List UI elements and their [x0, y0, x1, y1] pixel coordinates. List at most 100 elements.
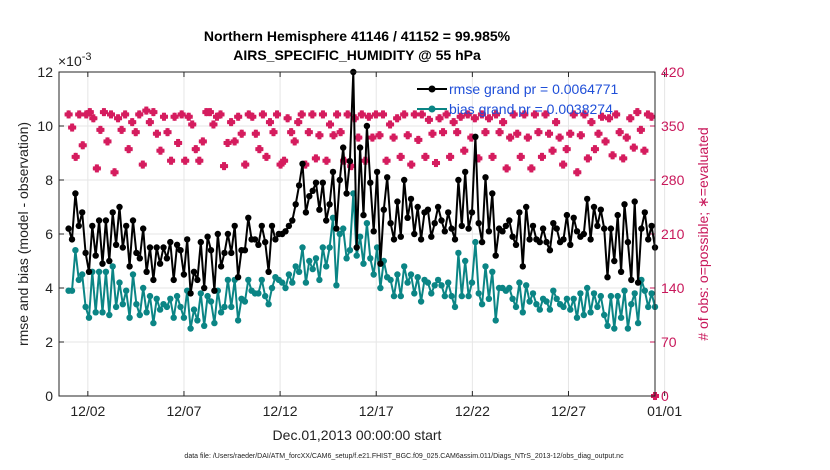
data-point-obs — [477, 110, 487, 119]
data-point-rmse — [89, 222, 96, 230]
data-point-bias — [506, 284, 513, 292]
data-point-rmse — [462, 168, 469, 176]
data-point-rmse — [214, 230, 221, 238]
data-point-bias — [404, 279, 411, 286]
data-point-bias — [485, 295, 493, 302]
data-point-rmse — [506, 217, 513, 224]
data-point-bias — [268, 284, 276, 292]
data-point-rmse — [119, 244, 127, 251]
data-point-rmse — [634, 279, 642, 286]
y-right-tick-label: 140 — [661, 280, 685, 296]
data-point-bias — [489, 268, 496, 275]
data-point-bias — [438, 282, 445, 289]
data-point-bias — [302, 279, 310, 286]
data-point-bias — [401, 263, 408, 270]
data-point-obs — [71, 152, 80, 162]
data-point-rmse — [102, 217, 110, 224]
data-point-obs — [173, 138, 183, 148]
data-point-bias — [258, 276, 265, 284]
data-point-rmse — [285, 222, 293, 230]
data-point-obs — [145, 117, 155, 127]
data-point-bias — [326, 244, 333, 251]
data-point-rmse — [153, 244, 160, 251]
y-left-axis-ticks: 0 2 4 6 8 10 12 — [37, 64, 64, 404]
data-point-obs — [205, 107, 215, 117]
data-point-obs — [216, 110, 225, 119]
y-axis-right-label: # of obs: o=possible; ∗=evaluated — [695, 127, 711, 340]
series-rmse — [65, 68, 659, 297]
data-point-bias — [617, 314, 625, 321]
data-point-rmse — [373, 168, 381, 176]
data-point-rmse — [177, 247, 184, 254]
data-point-obs — [149, 107, 158, 117]
data-point-obs — [410, 110, 420, 119]
y-right-axis-ticks: 0 70 140 210 280 350 420 — [650, 64, 685, 404]
data-point-bias — [492, 317, 499, 324]
y-axis-exponent-base: ×10 — [58, 53, 82, 69]
data-point-rmse — [370, 228, 377, 235]
data-point-rmse — [387, 220, 394, 227]
data-point-bias — [553, 295, 560, 302]
data-point-obs — [435, 114, 444, 123]
y-left-tick-label: 0 — [45, 388, 53, 404]
data-point-rmse — [333, 225, 340, 232]
data-point-obs — [117, 125, 126, 135]
data-point-bias — [180, 314, 188, 321]
data-point-bias — [217, 309, 225, 316]
data-point-obs — [495, 127, 504, 137]
y-left-tick-label: 6 — [45, 226, 53, 242]
data-point-rmse — [231, 222, 238, 230]
data-point-bias — [207, 298, 215, 305]
data-point-rmse — [404, 214, 411, 221]
data-point-bias — [604, 322, 611, 329]
data-point-rmse — [163, 255, 171, 262]
data-point-bias — [580, 311, 587, 319]
y-right-tick-label: 0 — [661, 388, 669, 404]
data-point-rmse — [414, 203, 421, 211]
data-point-rmse — [380, 206, 387, 213]
data-point-rmse — [451, 236, 459, 243]
data-point-rmse — [306, 193, 313, 200]
data-point-bias — [245, 276, 252, 284]
data-point-obs — [332, 110, 342, 119]
data-point-obs — [198, 137, 208, 146]
data-point-rmse — [499, 228, 506, 235]
data-point-bias — [295, 268, 303, 275]
data-point-bias — [570, 295, 577, 302]
data-point-bias — [533, 301, 540, 308]
data-point-rmse — [173, 241, 181, 248]
y-right-tick-label: 420 — [661, 64, 685, 80]
x-tick-label: 12/17 — [359, 403, 394, 419]
data-point-bias — [641, 287, 648, 294]
data-point-obs — [96, 125, 105, 135]
data-point-rmse — [282, 228, 289, 235]
data-point-bias — [234, 317, 242, 324]
data-point-obs — [240, 160, 250, 169]
data-point-bias — [634, 319, 642, 327]
data-point-rmse — [329, 168, 337, 176]
data-point-rmse — [72, 190, 79, 197]
data-point-obs — [251, 129, 261, 138]
data-point-obs — [110, 168, 119, 177]
y-right-tick-label: 70 — [661, 334, 677, 350]
data-point-bias — [441, 292, 448, 300]
data-point-bias — [563, 295, 571, 302]
data-point-bias — [590, 290, 598, 297]
data-point-obs — [442, 110, 451, 119]
data-point-bias — [150, 319, 157, 327]
data-point-bias — [136, 311, 143, 319]
data-point-obs — [180, 156, 190, 165]
data-point-obs — [463, 110, 473, 119]
data-point-bias — [411, 290, 418, 297]
data-point-obs — [364, 112, 374, 121]
data-point-obs — [421, 152, 430, 162]
data-point-rmse — [363, 122, 371, 130]
data-point-bias — [92, 309, 99, 316]
data-point-bias — [516, 279, 523, 286]
data-point-rmse — [82, 249, 89, 257]
data-point-obs — [414, 135, 423, 145]
data-point-bias — [377, 284, 384, 292]
data-point-bias — [156, 306, 164, 313]
data-point-rmse — [190, 268, 198, 275]
data-point-obs — [385, 120, 395, 129]
